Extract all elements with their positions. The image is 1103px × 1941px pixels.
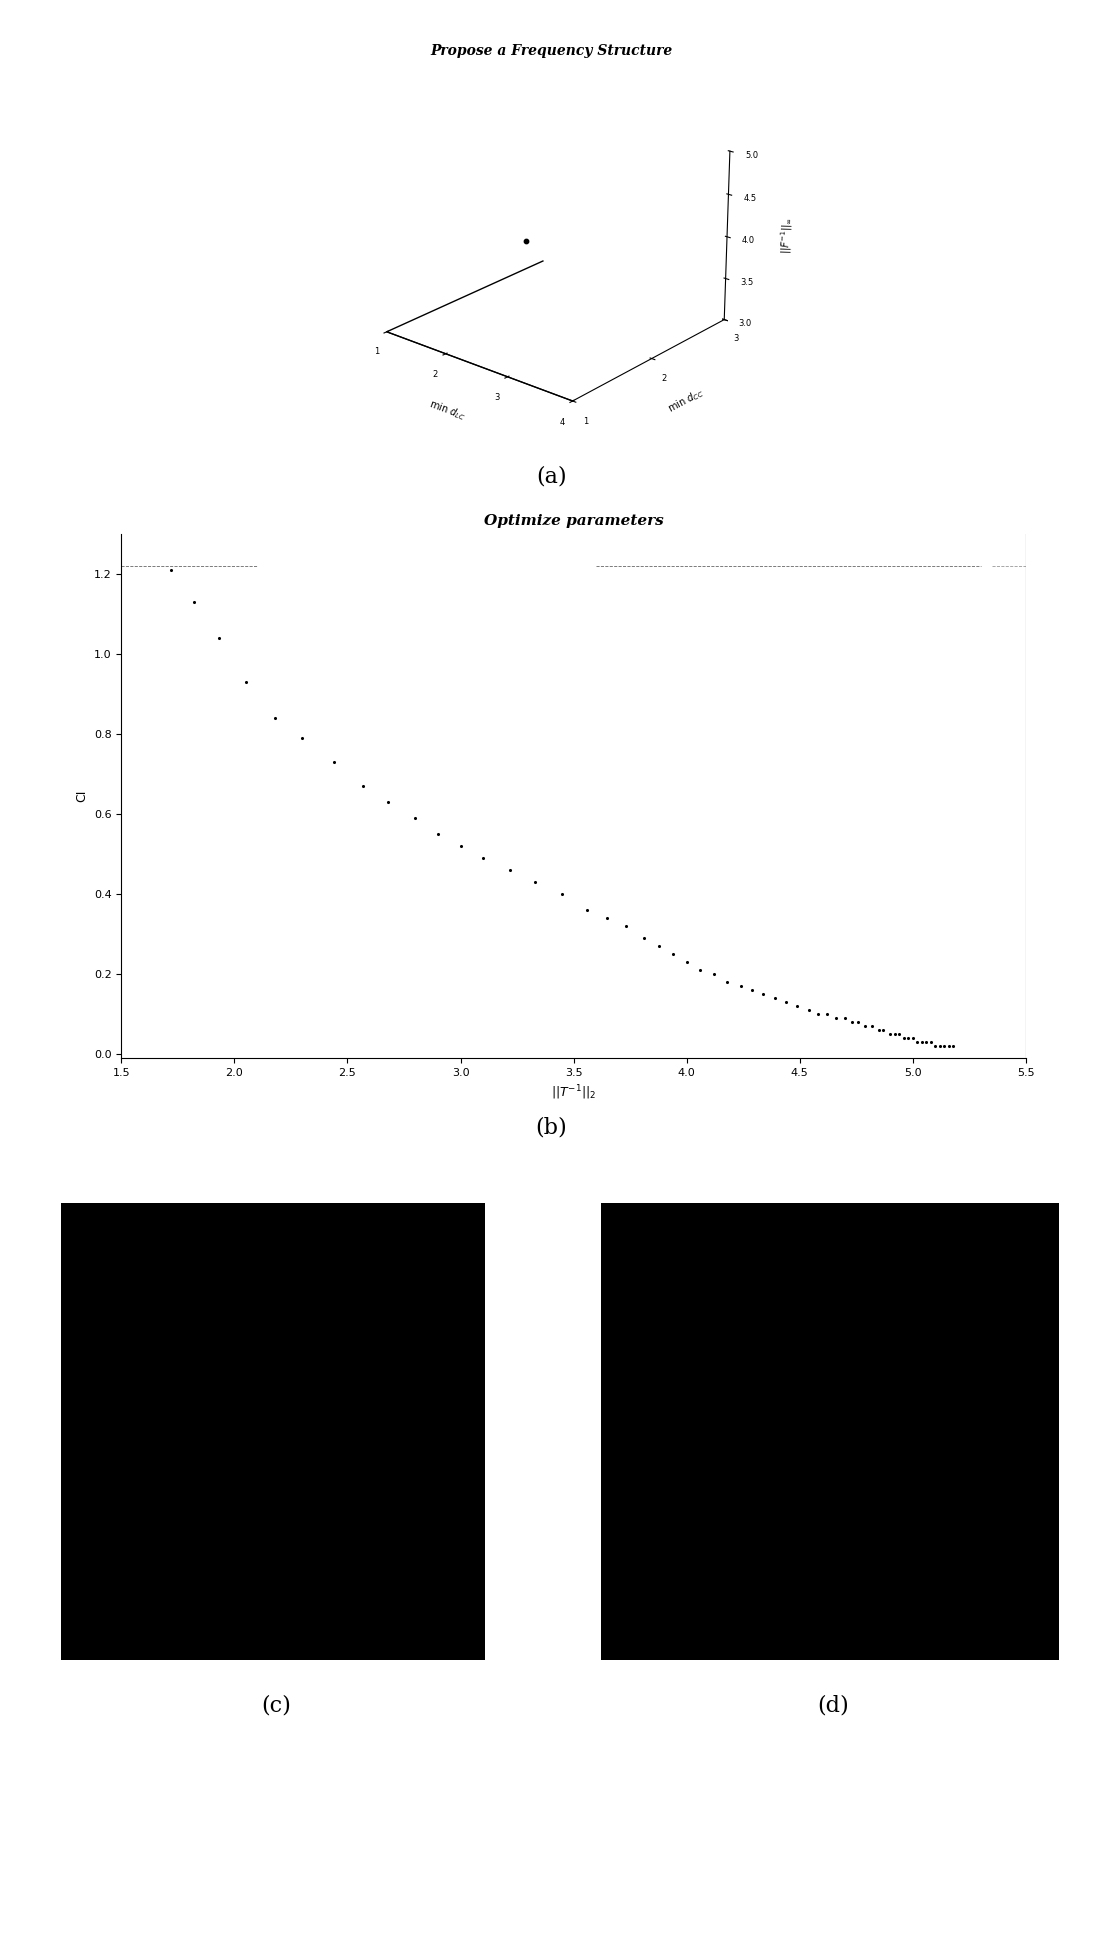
Point [705,959,722,990]
Text: (c): (c) [260,1694,291,1716]
Point [474,842,492,873]
Point [692,955,709,986]
Point [886,1019,903,1050]
X-axis label: min $d_{LC}$: min $d_{LC}$ [427,396,468,423]
Point [325,745,343,776]
Point [849,1005,867,1036]
Point [789,990,806,1021]
Text: (a): (a) [536,466,567,487]
Point [237,666,255,697]
Point [827,1002,845,1033]
Point [890,1019,908,1050]
Point [651,930,668,961]
X-axis label: $||T^{-1}||_2$: $||T^{-1}||_2$ [550,1083,597,1102]
Point [843,1005,860,1036]
Point [406,802,424,833]
Point [765,982,783,1013]
Point [944,1031,962,1062]
Point [266,703,283,734]
Point [429,819,447,850]
Point [185,586,203,617]
Point [913,1027,931,1058]
Point [162,555,180,586]
Point [940,1031,957,1062]
Text: (d): (d) [817,1694,848,1716]
Point [836,1002,854,1033]
Point [899,1023,917,1054]
Point [578,895,596,926]
Point [554,877,571,908]
Y-axis label: CI: CI [75,790,88,802]
Point [864,1011,881,1042]
Title: Propose a Frequency Structure: Propose a Frequency Structure [430,45,673,58]
Point [895,1023,912,1054]
Point [677,947,695,978]
Point [881,1019,899,1050]
Point [599,903,617,934]
Point [808,998,826,1029]
Point [526,866,544,897]
Point [718,967,736,998]
Point [909,1027,927,1058]
Point [927,1031,944,1062]
Point [778,986,795,1017]
Title: Optimize parameters: Optimize parameters [484,514,663,528]
Point [617,910,634,941]
Point [800,994,817,1025]
Point [856,1011,874,1042]
Point [635,922,653,953]
Point [931,1031,949,1062]
Point [664,938,682,969]
Point [732,970,750,1002]
Point [875,1015,892,1046]
Point [922,1027,940,1058]
Point [379,786,397,817]
Point [502,854,520,885]
Y-axis label: min $d_{CC}$: min $d_{CC}$ [665,384,707,415]
Point [918,1027,935,1058]
Point [903,1023,921,1054]
Point [451,831,469,862]
Point [293,722,311,753]
Point [754,978,772,1009]
Point [210,623,227,654]
Point [870,1015,888,1046]
Point [354,771,372,802]
Point [935,1031,953,1062]
Text: (b): (b) [536,1116,567,1137]
Point [743,974,761,1005]
Point [818,998,836,1029]
